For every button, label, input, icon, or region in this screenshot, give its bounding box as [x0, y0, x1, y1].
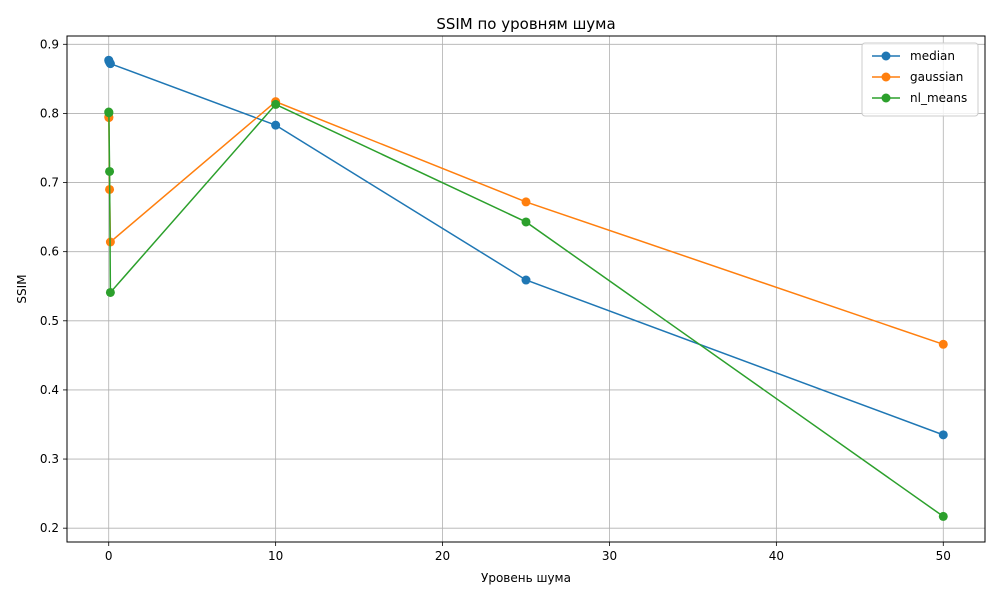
legend-swatch-marker [881, 72, 891, 82]
data-point [521, 197, 531, 207]
ticks: 0 10 20 30 40 50 0.2 0.3 0.4 0.5 0.6 0.7 0.8 0.9 [40, 37, 951, 563]
x-tick-label: 50 [936, 549, 951, 563]
legend-label: gaussian [910, 70, 963, 84]
data-point [938, 339, 948, 349]
x-tick-label: 40 [769, 549, 784, 563]
x-tick-label: 20 [435, 549, 450, 563]
series-median [104, 55, 948, 440]
grid [67, 36, 985, 542]
series-group [104, 55, 948, 521]
data-point [105, 287, 115, 297]
y-tick-label: 0.2 [40, 521, 59, 535]
y-tick-label: 0.6 [40, 245, 59, 259]
y-axis-label: SSIM [15, 274, 29, 303]
x-tick-label: 10 [268, 549, 283, 563]
legend-item-nl-means: nl_means [872, 91, 967, 105]
legend-swatch-marker [881, 51, 891, 61]
y-tick-label: 0.5 [40, 314, 59, 328]
data-point [938, 430, 948, 440]
y-tick-label: 0.9 [40, 37, 59, 51]
x-axis-label: Уровень шума [481, 571, 571, 585]
plot-frame [66, 35, 986, 543]
data-point [521, 275, 531, 285]
data-point [105, 166, 115, 176]
data-point [271, 99, 281, 109]
legend-swatch-marker [881, 93, 891, 103]
legend-item-gaussian: gaussian [872, 70, 963, 84]
legend-label: nl_means [910, 91, 967, 105]
x-tick-label: 30 [602, 549, 617, 563]
legend-item-median: median [872, 49, 955, 63]
series-nl-means [104, 99, 948, 521]
data-point [105, 59, 115, 69]
legend: median gaussian nl_means [861, 42, 979, 117]
y-tick-label: 0.4 [40, 383, 59, 397]
chart-title: SSIM по уровням шума [436, 15, 615, 33]
y-tick-label: 0.7 [40, 176, 59, 190]
y-tick-label: 0.8 [40, 106, 59, 120]
y-tick-label: 0.3 [40, 452, 59, 466]
data-point [521, 217, 531, 227]
data-point [938, 511, 948, 521]
legend-label: median [910, 49, 955, 63]
data-point [271, 120, 281, 130]
data-point [104, 108, 114, 118]
x-tick-label: 0 [105, 549, 113, 563]
